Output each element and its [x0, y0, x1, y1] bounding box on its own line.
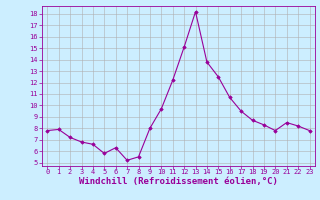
X-axis label: Windchill (Refroidissement éolien,°C): Windchill (Refroidissement éolien,°C)	[79, 177, 278, 186]
